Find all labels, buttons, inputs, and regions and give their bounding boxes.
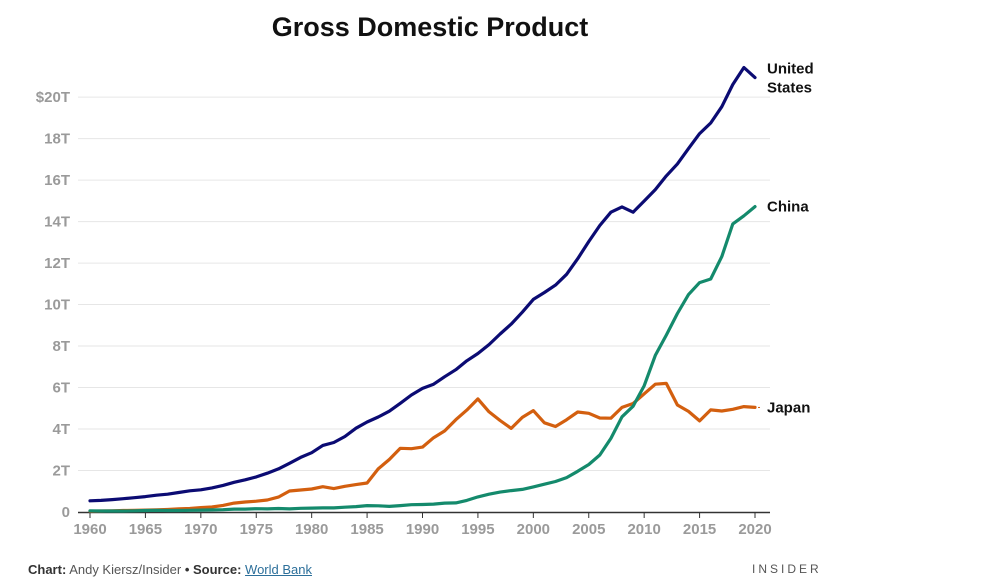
y-tick-label: 16T xyxy=(44,172,70,189)
x-tick-label: 2010 xyxy=(627,521,660,538)
chart-credit-label: Chart: xyxy=(28,562,67,577)
x-tick-label: 2020 xyxy=(738,521,771,538)
x-tick-label: 1960 xyxy=(73,521,106,538)
x-tick-label: 2015 xyxy=(683,521,716,538)
x-tick-label: 1975 xyxy=(240,521,273,538)
chart-author: Andy Kiersz/Insider xyxy=(69,562,182,577)
series-lines xyxy=(88,65,757,513)
y-tick-label: 18T xyxy=(44,131,70,148)
x-tick-label: 1970 xyxy=(184,521,217,538)
x-axis-ticks: 1960 1965 1970 1975 1980 1985 1990 1995 2000 2005… xyxy=(73,512,772,538)
series-label-united-states: United xyxy=(767,61,814,78)
y-tick-label: 10T xyxy=(44,297,70,314)
x-tick-label: 1965 xyxy=(129,521,162,538)
gdp-line-chart: 0 2T 4T 6T 8T 10T 12T 14T 16T 18T $20T 1960 1965 197… xyxy=(36,61,814,538)
y-tick-label: 4T xyxy=(52,421,70,438)
x-tick-label: 1995 xyxy=(461,521,494,538)
y-tick-label: $20T xyxy=(36,89,70,106)
series-labels: Japan China United States xyxy=(758,61,814,416)
x-tick-label: 1985 xyxy=(350,521,383,538)
x-tick-label: 1990 xyxy=(406,521,439,538)
y-tick-label: 12T xyxy=(44,255,70,272)
source-link[interactable]: World Bank xyxy=(245,562,312,577)
insider-logo: INSIDER xyxy=(752,562,822,576)
chart-title: Gross Domestic Product xyxy=(271,12,589,42)
series-line-china xyxy=(88,205,757,513)
series-line-japan xyxy=(88,381,757,513)
series-label-china: China xyxy=(767,199,809,216)
series-line-united-states xyxy=(88,65,757,503)
x-tick-label: 1980 xyxy=(295,521,328,538)
y-tick-label: 2T xyxy=(52,463,70,480)
x-tick-label: 2000 xyxy=(517,521,550,538)
y-tick-label: 6T xyxy=(52,380,70,397)
y-tick-label: 14T xyxy=(44,214,70,231)
y-tick-label: 0 xyxy=(62,504,70,521)
chart-credit: Chart: Andy Kiersz/Insider • Source: Wor… xyxy=(28,562,312,577)
series-label-japan: Japan xyxy=(767,399,810,416)
y-axis-ticks: 0 2T 4T 6T 8T 10T 12T 14T 16T 18T $20T xyxy=(36,89,70,521)
credit-bullet: • xyxy=(184,562,190,577)
series-label-united-states: States xyxy=(767,80,812,97)
x-tick-label: 2005 xyxy=(572,521,605,538)
source-label: Source: xyxy=(193,562,242,577)
gridlines xyxy=(78,96,770,472)
y-tick-label: 8T xyxy=(52,338,70,355)
